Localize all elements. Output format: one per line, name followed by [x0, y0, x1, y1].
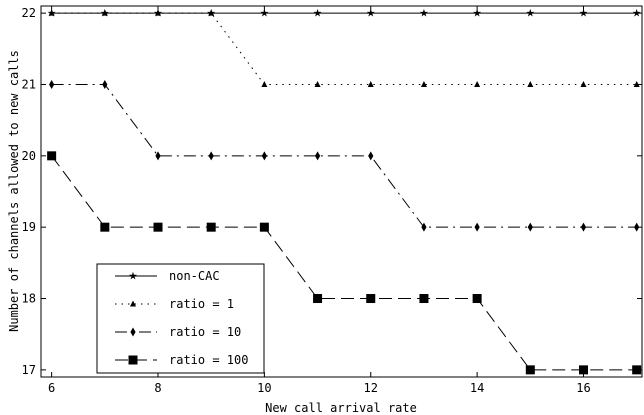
data-point — [260, 8, 269, 17]
y-tick-label: 18 — [22, 292, 36, 306]
data-point — [153, 222, 163, 232]
data-point — [527, 222, 533, 232]
data-point — [527, 80, 534, 87]
legend-marker — [130, 300, 136, 307]
y-tick-label: 19 — [22, 220, 36, 234]
x-tick-label: 8 — [154, 381, 161, 395]
data-point — [48, 9, 55, 16]
x-tick-label: 12 — [364, 381, 378, 395]
tick-layer: 6 8 10 12 14 16 17 18 19 20 21 22 — [22, 6, 642, 395]
y-axis-title: Number of channels allowed to new calls — [7, 50, 21, 332]
data-point — [580, 222, 587, 232]
series-layer — [47, 8, 642, 375]
data-point — [313, 8, 322, 17]
data-point — [366, 8, 375, 17]
x-tick-label: 10 — [257, 381, 271, 395]
x-axis-title: New call arrival rate — [265, 401, 417, 415]
series-4 — [47, 151, 642, 375]
data-point — [633, 80, 640, 87]
data-point — [49, 79, 55, 89]
y-tick-label: 22 — [22, 6, 36, 20]
legend-marker — [130, 327, 136, 337]
data-point — [100, 222, 110, 232]
data-point — [578, 365, 588, 375]
data-point — [47, 151, 57, 161]
y-tick-label: 20 — [22, 149, 36, 163]
legend-box — [96, 263, 265, 374]
data-point — [314, 151, 321, 161]
data-point — [632, 365, 642, 375]
legend: non-CAC ratio = 1 ratio = 10 ratio = 100 — [96, 263, 265, 374]
data-point — [313, 294, 323, 304]
data-point — [101, 9, 108, 16]
data-point — [419, 294, 429, 304]
x-tick-label: 14 — [470, 381, 484, 395]
data-point — [368, 151, 374, 161]
data-point — [472, 294, 482, 304]
x-tick-label: 6 — [48, 381, 55, 395]
series-line — [51, 12, 637, 85]
legend-label: ratio = 10 — [169, 325, 241, 339]
data-point — [261, 80, 268, 87]
data-point — [367, 80, 374, 87]
legend-label: non-CAC — [169, 269, 220, 283]
series-2 — [48, 9, 640, 87]
data-point — [102, 79, 108, 89]
data-point — [634, 222, 640, 232]
data-point — [155, 151, 161, 161]
data-point — [366, 294, 376, 304]
series-line — [51, 155, 637, 371]
legend-entry: ratio = 10 — [115, 325, 241, 339]
y-tick-label: 17 — [22, 363, 36, 377]
data-point — [526, 8, 535, 17]
data-point — [155, 9, 162, 16]
data-point — [261, 151, 267, 161]
data-point — [474, 80, 481, 87]
data-point — [632, 8, 641, 17]
legend-entry: non-CAC — [115, 269, 220, 283]
x-tick-label: 16 — [576, 381, 590, 395]
data-point — [419, 8, 428, 17]
legend-marker — [129, 271, 137, 280]
data-point — [206, 222, 216, 232]
legend-label: ratio = 100 — [169, 353, 248, 367]
data-point — [314, 80, 321, 87]
plot-frame — [40, 5, 643, 378]
data-point — [208, 9, 215, 16]
legend-entry: ratio = 1 — [115, 297, 234, 311]
data-point — [525, 365, 535, 375]
legend-entry: ratio = 100 — [115, 353, 248, 367]
data-point — [420, 80, 427, 87]
data-point — [473, 8, 482, 17]
data-point — [259, 222, 269, 232]
legend-label: ratio = 1 — [169, 297, 234, 311]
data-point — [421, 222, 427, 232]
legend-marker — [128, 355, 138, 365]
data-point — [474, 222, 480, 232]
series-3 — [49, 79, 640, 232]
series-line — [51, 83, 637, 228]
y-tick-label: 21 — [22, 77, 36, 91]
data-point — [208, 151, 214, 161]
data-point — [579, 8, 588, 17]
data-point — [580, 80, 587, 87]
